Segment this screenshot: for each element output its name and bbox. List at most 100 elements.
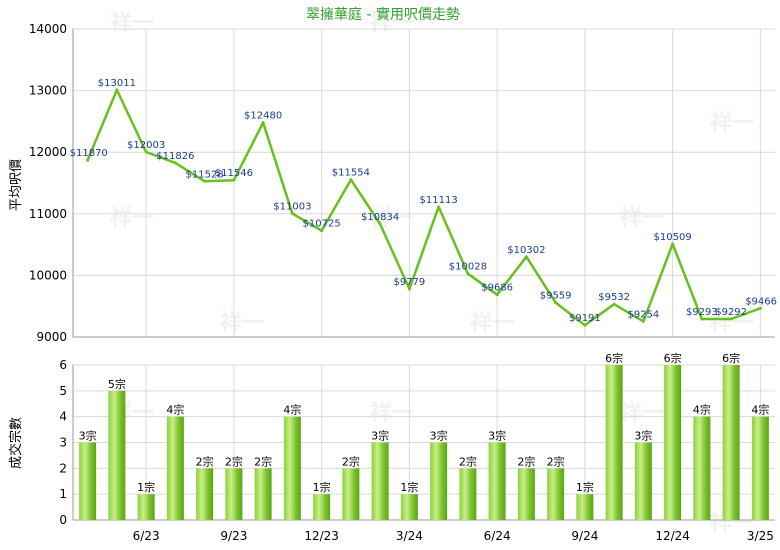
bar-label-18: 6宗 xyxy=(605,351,623,365)
watermark-5: 祥一 xyxy=(620,205,664,231)
top-y-axis-ticks: 14000 13000 12000 11000 10000 9000 xyxy=(29,22,67,344)
x-tick-7: 3/25 xyxy=(747,529,774,543)
price-point-6 xyxy=(261,121,265,125)
top-y-tick-2: 12000 xyxy=(29,145,67,159)
bar-label-3: 4宗 xyxy=(166,403,184,417)
price-point-8 xyxy=(320,229,324,233)
chart-title: 翠擁華庭 - 實用呎價走勢 xyxy=(306,6,460,23)
price-label-10: $10834 xyxy=(361,212,399,223)
bar-17 xyxy=(576,494,594,520)
price-label-8: $10725 xyxy=(303,219,341,230)
price-point-17 xyxy=(583,323,587,327)
price-label-17: $9191 xyxy=(569,313,601,324)
price-point-7 xyxy=(290,212,294,216)
bar-6 xyxy=(254,468,272,520)
price-label-9: $11554 xyxy=(332,168,370,179)
top-y-tick-0: 14000 xyxy=(29,22,67,36)
x-axis-ticks: 6/23 9/23 12/23 3/24 6/24 9/24 12/24 3/25 xyxy=(133,529,774,543)
price-label-21: $9293 xyxy=(686,307,718,318)
price-label-23: $9466 xyxy=(745,296,777,307)
price-label-20: $10509 xyxy=(654,232,692,243)
bar-label-11: 1宗 xyxy=(400,480,418,494)
price-label-0: $11870 xyxy=(70,148,108,159)
price-point-10 xyxy=(378,222,382,226)
price-point-5 xyxy=(232,178,236,182)
price-point-23 xyxy=(758,306,762,310)
bar-label-15: 2宗 xyxy=(517,454,535,468)
bar-13 xyxy=(459,468,477,520)
price-point-0 xyxy=(86,158,90,162)
price-label-14: $9686 xyxy=(481,283,513,294)
bar-23 xyxy=(751,416,769,520)
bar-10 xyxy=(371,442,389,520)
top-y-tick-3: 11000 xyxy=(29,207,67,221)
bar-label-4: 2宗 xyxy=(196,454,214,468)
price-label-5: $11546 xyxy=(215,168,253,179)
price-label-16: $9559 xyxy=(540,291,572,302)
bar-4 xyxy=(196,468,214,520)
price-point-18 xyxy=(612,302,616,306)
price-point-12 xyxy=(437,205,441,209)
price-label-2: $12003 xyxy=(127,140,165,151)
bar-19 xyxy=(634,442,652,520)
bar-3 xyxy=(166,416,184,520)
price-point-15 xyxy=(524,255,528,259)
price-label-18: $9532 xyxy=(598,292,630,303)
price-label-3: $11826 xyxy=(156,151,194,162)
price-point-9 xyxy=(349,178,353,182)
price-point-13 xyxy=(466,272,470,276)
watermark-1: 祥一 xyxy=(370,10,414,36)
price-point-2 xyxy=(144,150,148,154)
bar-label-6: 2宗 xyxy=(254,454,272,468)
bar-label-7: 4宗 xyxy=(283,403,301,417)
price-point-1 xyxy=(115,88,119,92)
bar-label-13: 2宗 xyxy=(459,454,477,468)
bar-label-2: 1宗 xyxy=(137,480,155,494)
x-tick-0: 6/23 xyxy=(133,529,160,543)
bar-14 xyxy=(488,442,506,520)
watermark-3: 祥一 xyxy=(110,205,154,231)
bottom-y-tick-5: 1 xyxy=(59,487,67,501)
price-point-20 xyxy=(671,242,675,246)
bottom-y-tick-3: 3 xyxy=(59,436,67,450)
x-tick-1: 9/23 xyxy=(220,529,247,543)
bottom-y-tick-0: 6 xyxy=(59,358,67,372)
watermark-2: 祥一 xyxy=(710,110,754,136)
bar-0 xyxy=(79,442,97,520)
bottom-y-axis-label: 成交宗數 xyxy=(8,417,24,469)
watermark-0: 祥一 xyxy=(110,10,154,36)
bar-label-12: 3宗 xyxy=(430,429,448,443)
bar-label-0: 3宗 xyxy=(79,429,97,443)
top-y-tick-1: 13000 xyxy=(29,84,67,98)
bar-label-5: 2宗 xyxy=(225,454,243,468)
bar-5 xyxy=(225,468,243,520)
bar-21 xyxy=(693,416,711,520)
watermark-6: 祥一 xyxy=(220,310,264,336)
bar-label-19: 3宗 xyxy=(634,429,652,443)
bar-label-23: 4宗 xyxy=(751,403,769,417)
top-panel-grid xyxy=(72,28,775,338)
bar-16 xyxy=(547,468,565,520)
bar-label-20: 6宗 xyxy=(664,351,682,365)
watermark-7: 祥一 xyxy=(470,310,514,336)
bar-label-14: 3宗 xyxy=(488,429,506,443)
price-label-4: $11528 xyxy=(186,169,224,180)
price-label-19: $9254 xyxy=(627,309,659,320)
x-tick-5: 9/24 xyxy=(571,529,598,543)
watermark-11: 祥一 xyxy=(620,400,664,426)
watermark-10: 祥一 xyxy=(370,400,414,426)
bottom-y-tick-6: 0 xyxy=(59,513,67,527)
price-point-19 xyxy=(641,319,645,323)
bar-label-1: 5宗 xyxy=(108,377,126,391)
bar-8 xyxy=(313,494,331,520)
price-label-6: $12480 xyxy=(244,111,282,122)
bottom-y-tick-1: 5 xyxy=(59,384,67,398)
bar-7 xyxy=(283,416,301,520)
bar-18 xyxy=(605,365,623,520)
price-label-13: $10028 xyxy=(449,262,487,273)
top-y-tick-4: 10000 xyxy=(29,268,67,282)
bottom-y-axis-ticks: 6 5 4 3 2 1 0 xyxy=(59,358,67,527)
line-series: $11870 $13011 $12003$11826 $11528$11546 $124… xyxy=(70,78,777,327)
x-tick-3: 3/24 xyxy=(396,529,423,543)
price-label-22: $9292 xyxy=(715,307,747,318)
